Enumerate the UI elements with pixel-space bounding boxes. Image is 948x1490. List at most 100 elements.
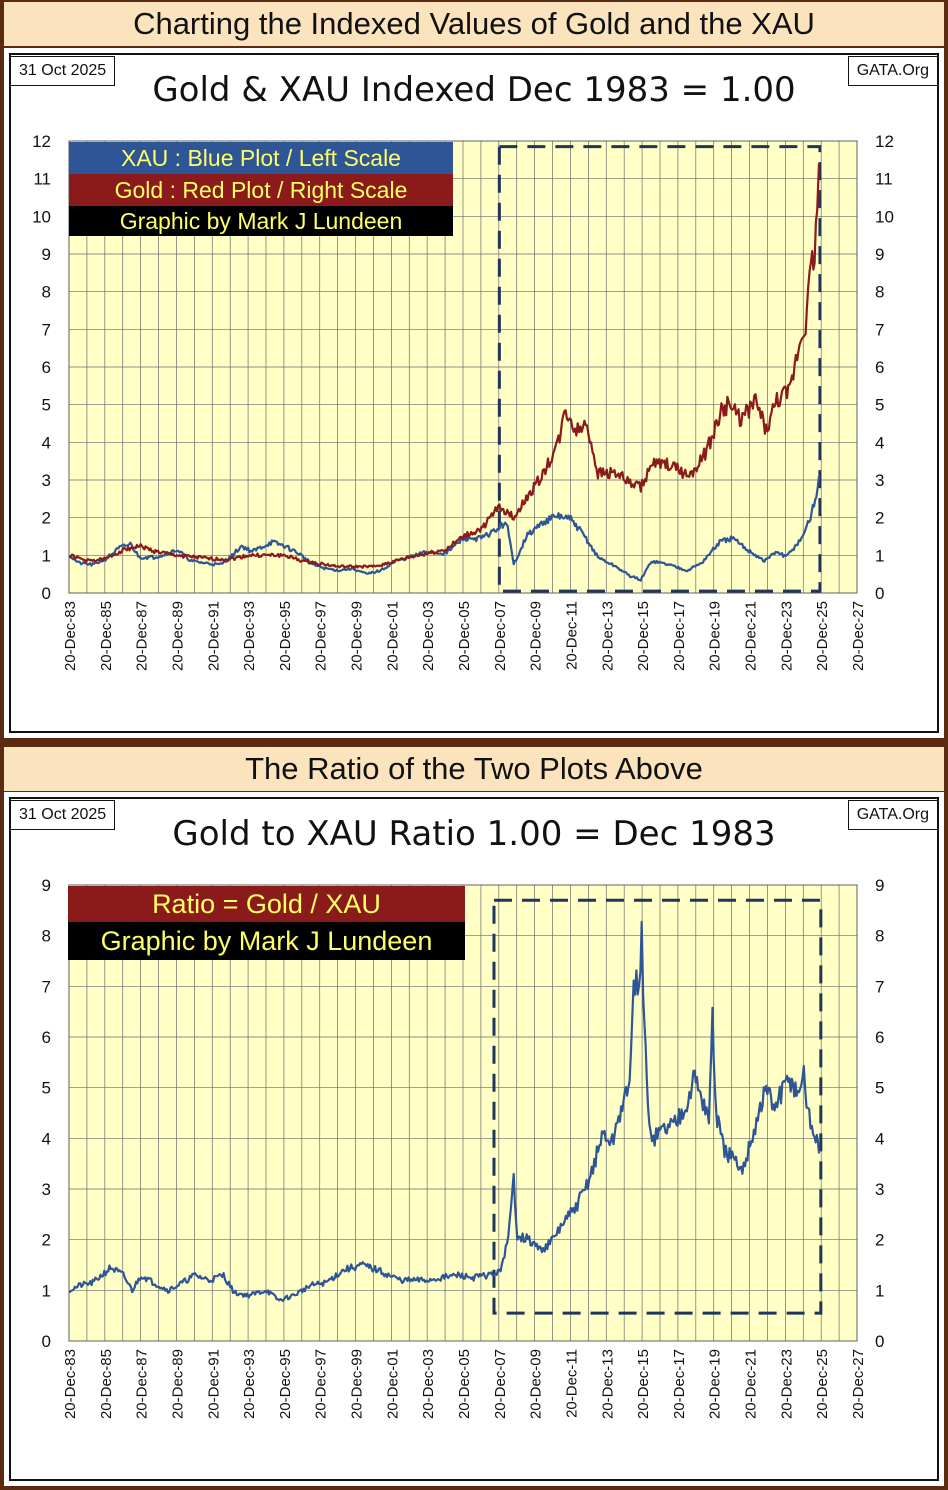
chart2-ytick-left: 6 <box>42 1028 51 1047</box>
chart2-ytick-left: 2 <box>42 1231 51 1250</box>
chart2-series-ratio <box>68 920 821 1302</box>
chart1-xtick: 20-Dec-21 <box>743 601 760 671</box>
chart1-ytick-right: 11 <box>875 170 893 189</box>
chart2-xtick: 20-Dec-21 <box>743 1349 760 1419</box>
chart1-xtick: 20-Dec-13 <box>599 601 616 671</box>
legend-xau: XAU : Blue Plot / Left Scale <box>69 142 453 174</box>
chart1-ytick-right: 12 <box>875 132 894 151</box>
chart2-legend: Ratio = Gold / XAU Graphic by Mark J Lun… <box>68 886 465 960</box>
chart1-ytick-left: 10 <box>32 207 51 226</box>
chart2-ytick-left: 0 <box>42 1332 51 1351</box>
chart1-series-gold <box>68 163 821 569</box>
chart2-xtick: 20-Dec-25 <box>814 1349 831 1419</box>
chart2-ytick-right: 3 <box>875 1180 884 1199</box>
chart1-ytick-left: 2 <box>42 509 51 528</box>
chart2-xtick: 20-Dec-91 <box>205 1349 222 1419</box>
chart2-xtick: 20-Dec-01 <box>384 1349 401 1419</box>
chart1-ytick-left: 8 <box>42 283 51 302</box>
chart1-ytick-right: 3 <box>875 471 884 490</box>
chart1-xtick: 20-Dec-91 <box>205 601 222 671</box>
chart2-xtick: 20-Dec-07 <box>492 1349 509 1419</box>
chart1-ytick-right: 1 <box>875 546 884 565</box>
chart1-ytick-left: 7 <box>42 320 51 339</box>
chart1-highlight-box <box>497 145 822 593</box>
chart1-date: 31 Oct 2025 <box>10 56 116 86</box>
chart2-xtick: 20-Dec-15 <box>635 1349 652 1419</box>
chart2-xtick: 20-Dec-11 <box>563 1349 580 1418</box>
chart2-xtick: 20-Dec-05 <box>456 1349 473 1419</box>
chart2-xtick: 20-Dec-03 <box>420 1349 437 1419</box>
chart1-ytick-right: 6 <box>875 358 884 377</box>
chart1-xtick: 20-Dec-89 <box>169 601 186 671</box>
chart1-ytick-right: 8 <box>875 283 884 302</box>
mid-banner: The Ratio of the Two Plots Above <box>4 747 944 791</box>
chart1-xtick: 20-Dec-23 <box>778 601 795 671</box>
chart2-xtick: 20-Dec-99 <box>349 1349 366 1419</box>
chart2-ytick-right: 6 <box>875 1028 884 1047</box>
chart2-xtick: 20-Dec-23 <box>778 1349 795 1419</box>
chart1-title: Gold & XAU Indexed Dec 1983 = 1.00 <box>152 70 796 110</box>
chart1-xtick: 20-Dec-19 <box>707 601 724 671</box>
legend-credit2: Graphic by Mark J Lundeen <box>68 922 465 960</box>
chart1-ytick-left: 0 <box>42 584 51 603</box>
chart1-xtick: 20-Dec-87 <box>134 601 151 671</box>
chart1-ytick-right: 7 <box>875 320 884 339</box>
chart1-ytick-left: 11 <box>33 170 51 189</box>
chart2-xtick: 20-Dec-27 <box>850 1349 867 1419</box>
chart2-xtick: 20-Dec-87 <box>134 1349 151 1419</box>
chart1-xtick: 20-Dec-15 <box>635 601 652 671</box>
chart2-ytick-left: 3 <box>42 1180 51 1199</box>
chart1-site: GATA.Org <box>847 56 938 86</box>
chart2-panel: 31 Oct 2025 GATA.Org Gold to XAU Ratio 1… <box>4 792 944 1486</box>
chart1-ytick-right: 0 <box>875 584 884 603</box>
chart1-xtick: 20-Dec-83 <box>62 601 79 671</box>
chart1-panel: 31 Oct 2025 GATA.Org Gold & XAU Indexed … <box>4 48 944 738</box>
chart2-ytick-right: 1 <box>875 1281 884 1300</box>
chart2-ytick-right: 5 <box>875 1079 884 1098</box>
chart1-xtick: 20-Dec-95 <box>277 601 294 671</box>
chart1-ytick-left: 3 <box>42 471 51 490</box>
chart2-xtick: 20-Dec-95 <box>277 1349 294 1419</box>
chart2-ytick-right: 4 <box>875 1129 884 1148</box>
chart2-ytick-right: 8 <box>875 927 884 946</box>
chart1-xtick: 20-Dec-99 <box>349 601 366 671</box>
chart2-ytick-left: 8 <box>42 927 51 946</box>
chart1-xtick: 20-Dec-93 <box>241 601 258 671</box>
legend-gold: Gold : Red Plot / Right Scale <box>69 174 453 206</box>
chart1-xtick: 20-Dec-97 <box>313 601 330 671</box>
chart2-xtick: 20-Dec-13 <box>599 1349 616 1419</box>
chart2-xtick: 20-Dec-89 <box>169 1349 186 1419</box>
chart2-xtick: 20-Dec-09 <box>528 1349 545 1419</box>
chart2-date: 31 Oct 2025 <box>10 800 116 830</box>
chart1-legend: XAU : Blue Plot / Left Scale Gold : Red … <box>69 142 453 236</box>
chart2-ytick-right: 2 <box>875 1231 884 1250</box>
chart1-ytick-left: 6 <box>42 358 51 377</box>
chart1-ytick-right: 4 <box>875 433 884 452</box>
mid-banner-text: The Ratio of the Two Plots Above <box>245 751 703 786</box>
chart1-ytick-left: 5 <box>42 396 51 415</box>
chart1-ytick-left: 1 <box>42 546 51 565</box>
chart2-ytick-left: 4 <box>42 1129 51 1148</box>
chart1-xtick: 20-Dec-05 <box>456 601 473 671</box>
chart1-ytick-left: 12 <box>32 132 51 151</box>
top-banner-text: Charting the Indexed Values of Gold and … <box>133 6 815 41</box>
chart2-title: Gold to XAU Ratio 1.00 = Dec 1983 <box>172 814 776 854</box>
chart2-ytick-right: 7 <box>875 977 884 996</box>
chart1-xtick: 20-Dec-03 <box>420 601 437 671</box>
chart2-xtick: 20-Dec-97 <box>313 1349 330 1419</box>
chart1-xtick: 20-Dec-09 <box>528 601 545 671</box>
chart1-xtick: 20-Dec-11 <box>563 601 580 670</box>
chart2-xtick: 20-Dec-17 <box>671 1349 688 1419</box>
chart1-xtick: 20-Dec-17 <box>671 601 688 671</box>
chart2-xtick: 20-Dec-83 <box>62 1349 79 1419</box>
top-banner: Charting the Indexed Values of Gold and … <box>4 2 944 46</box>
chart2-ytick-left: 5 <box>42 1079 51 1098</box>
chart1-ytick-right: 9 <box>875 245 884 264</box>
chart2-ytick-left: 1 <box>42 1281 51 1300</box>
chart1-series-xau <box>69 476 821 582</box>
chart2-ytick-right: 9 <box>875 876 884 895</box>
legend-credit: Graphic by Mark J Lundeen <box>69 206 453 236</box>
chart2-xtick: 20-Dec-93 <box>241 1349 258 1419</box>
chart1-ytick-right: 2 <box>875 509 884 528</box>
